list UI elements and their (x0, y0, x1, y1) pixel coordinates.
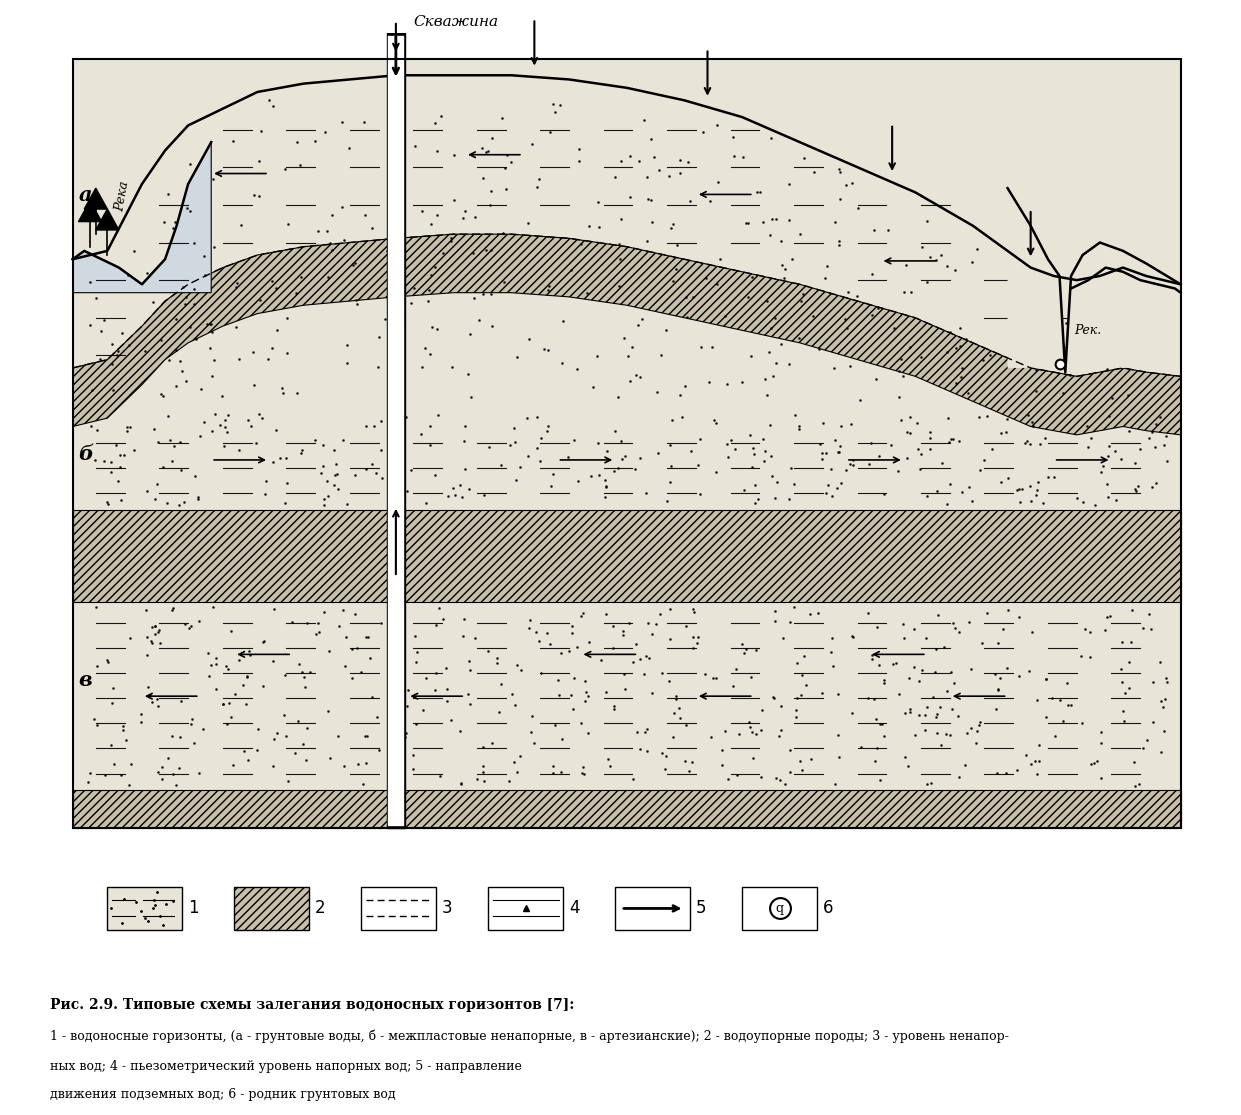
Text: 1: 1 (189, 900, 199, 918)
Text: 6: 6 (823, 900, 834, 918)
Text: б: б (78, 444, 93, 464)
Polygon shape (73, 75, 1180, 377)
Text: в: в (78, 670, 92, 690)
Polygon shape (1071, 268, 1180, 309)
Bar (488, 888, 563, 930)
Text: Рек.: Рек. (1075, 324, 1102, 338)
Text: а: а (78, 185, 92, 205)
Text: 4: 4 (568, 900, 580, 918)
Text: ных вод; 4 - пьезометрический уровень напорных вод; 5 - направление: ных вод; 4 - пьезометрический уровень на… (50, 1059, 521, 1073)
Polygon shape (96, 210, 119, 230)
Bar (742, 888, 817, 930)
Polygon shape (73, 142, 211, 292)
Text: движения подземных вод; 6 - родник грунтовых вод: движения подземных вод; 6 - родник грунт… (50, 1088, 396, 1101)
Bar (361, 888, 437, 930)
Text: 5: 5 (696, 900, 706, 918)
Polygon shape (73, 602, 1180, 791)
Polygon shape (84, 188, 108, 210)
Polygon shape (1008, 188, 1180, 372)
Polygon shape (73, 791, 1180, 827)
Polygon shape (73, 510, 1180, 602)
Text: q: q (776, 902, 783, 915)
Polygon shape (73, 409, 1180, 510)
Text: Рис. 2.9. Типовые схемы залегания водоносных горизонтов [7]:: Рис. 2.9. Типовые схемы залегания водоно… (50, 999, 575, 1012)
Bar (616, 888, 690, 930)
Text: Скважина: Скважина (413, 16, 499, 29)
Polygon shape (73, 58, 1180, 827)
Text: 3: 3 (442, 900, 453, 918)
Bar (235, 888, 309, 930)
Text: 2: 2 (315, 900, 325, 918)
Text: Река: Река (113, 180, 132, 212)
Bar (108, 888, 182, 930)
Polygon shape (78, 201, 102, 222)
Polygon shape (73, 234, 1180, 435)
Text: 1 - водоносные горизонты, (а - грунтовые воды, б - межпластовые ненапорные, в - : 1 - водоносные горизонты, (а - грунтовые… (50, 1029, 1009, 1043)
